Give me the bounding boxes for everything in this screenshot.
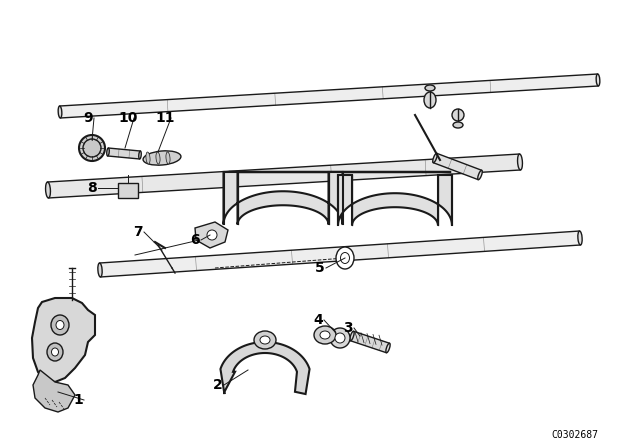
Ellipse shape	[254, 331, 276, 349]
Ellipse shape	[51, 315, 69, 335]
Ellipse shape	[207, 230, 217, 240]
Polygon shape	[33, 370, 75, 412]
Text: 1: 1	[73, 393, 83, 407]
Polygon shape	[433, 153, 482, 180]
Polygon shape	[195, 222, 228, 248]
Polygon shape	[223, 172, 342, 224]
Ellipse shape	[45, 182, 51, 198]
Text: 5: 5	[315, 261, 325, 275]
Ellipse shape	[320, 331, 330, 339]
Ellipse shape	[336, 247, 354, 269]
Ellipse shape	[453, 122, 463, 128]
Text: 11: 11	[156, 111, 175, 125]
Ellipse shape	[51, 348, 58, 356]
Ellipse shape	[58, 106, 62, 118]
Ellipse shape	[452, 109, 464, 121]
Ellipse shape	[424, 92, 436, 108]
Polygon shape	[338, 175, 452, 225]
Ellipse shape	[596, 74, 600, 86]
Text: 7: 7	[133, 225, 143, 239]
Text: 8: 8	[87, 181, 97, 195]
Ellipse shape	[156, 152, 160, 164]
Ellipse shape	[340, 253, 349, 263]
Text: 6: 6	[190, 233, 200, 247]
Polygon shape	[32, 298, 95, 382]
Polygon shape	[60, 74, 598, 118]
Ellipse shape	[56, 320, 64, 329]
Ellipse shape	[314, 326, 336, 344]
Ellipse shape	[425, 85, 435, 91]
Text: 4: 4	[313, 313, 323, 327]
Ellipse shape	[79, 135, 105, 161]
Ellipse shape	[83, 139, 101, 157]
Text: C0302687: C0302687	[552, 430, 598, 440]
Ellipse shape	[146, 152, 150, 164]
Text: 10: 10	[118, 111, 138, 125]
Ellipse shape	[335, 333, 345, 343]
Ellipse shape	[166, 152, 170, 164]
Ellipse shape	[260, 336, 270, 344]
Polygon shape	[351, 331, 390, 353]
Ellipse shape	[578, 231, 582, 245]
Ellipse shape	[433, 153, 437, 163]
Ellipse shape	[139, 151, 141, 159]
Polygon shape	[100, 231, 580, 277]
Ellipse shape	[47, 343, 63, 361]
Polygon shape	[108, 148, 140, 159]
Ellipse shape	[350, 331, 354, 341]
Ellipse shape	[107, 148, 109, 156]
Ellipse shape	[386, 343, 390, 353]
Text: 2: 2	[213, 378, 223, 392]
Ellipse shape	[98, 263, 102, 277]
Ellipse shape	[330, 328, 350, 348]
Polygon shape	[47, 154, 520, 198]
Polygon shape	[220, 342, 310, 394]
Ellipse shape	[518, 154, 522, 170]
Ellipse shape	[143, 151, 181, 165]
Polygon shape	[118, 183, 138, 198]
Text: 3: 3	[343, 321, 353, 335]
Ellipse shape	[477, 170, 483, 180]
Text: 9: 9	[83, 111, 93, 125]
